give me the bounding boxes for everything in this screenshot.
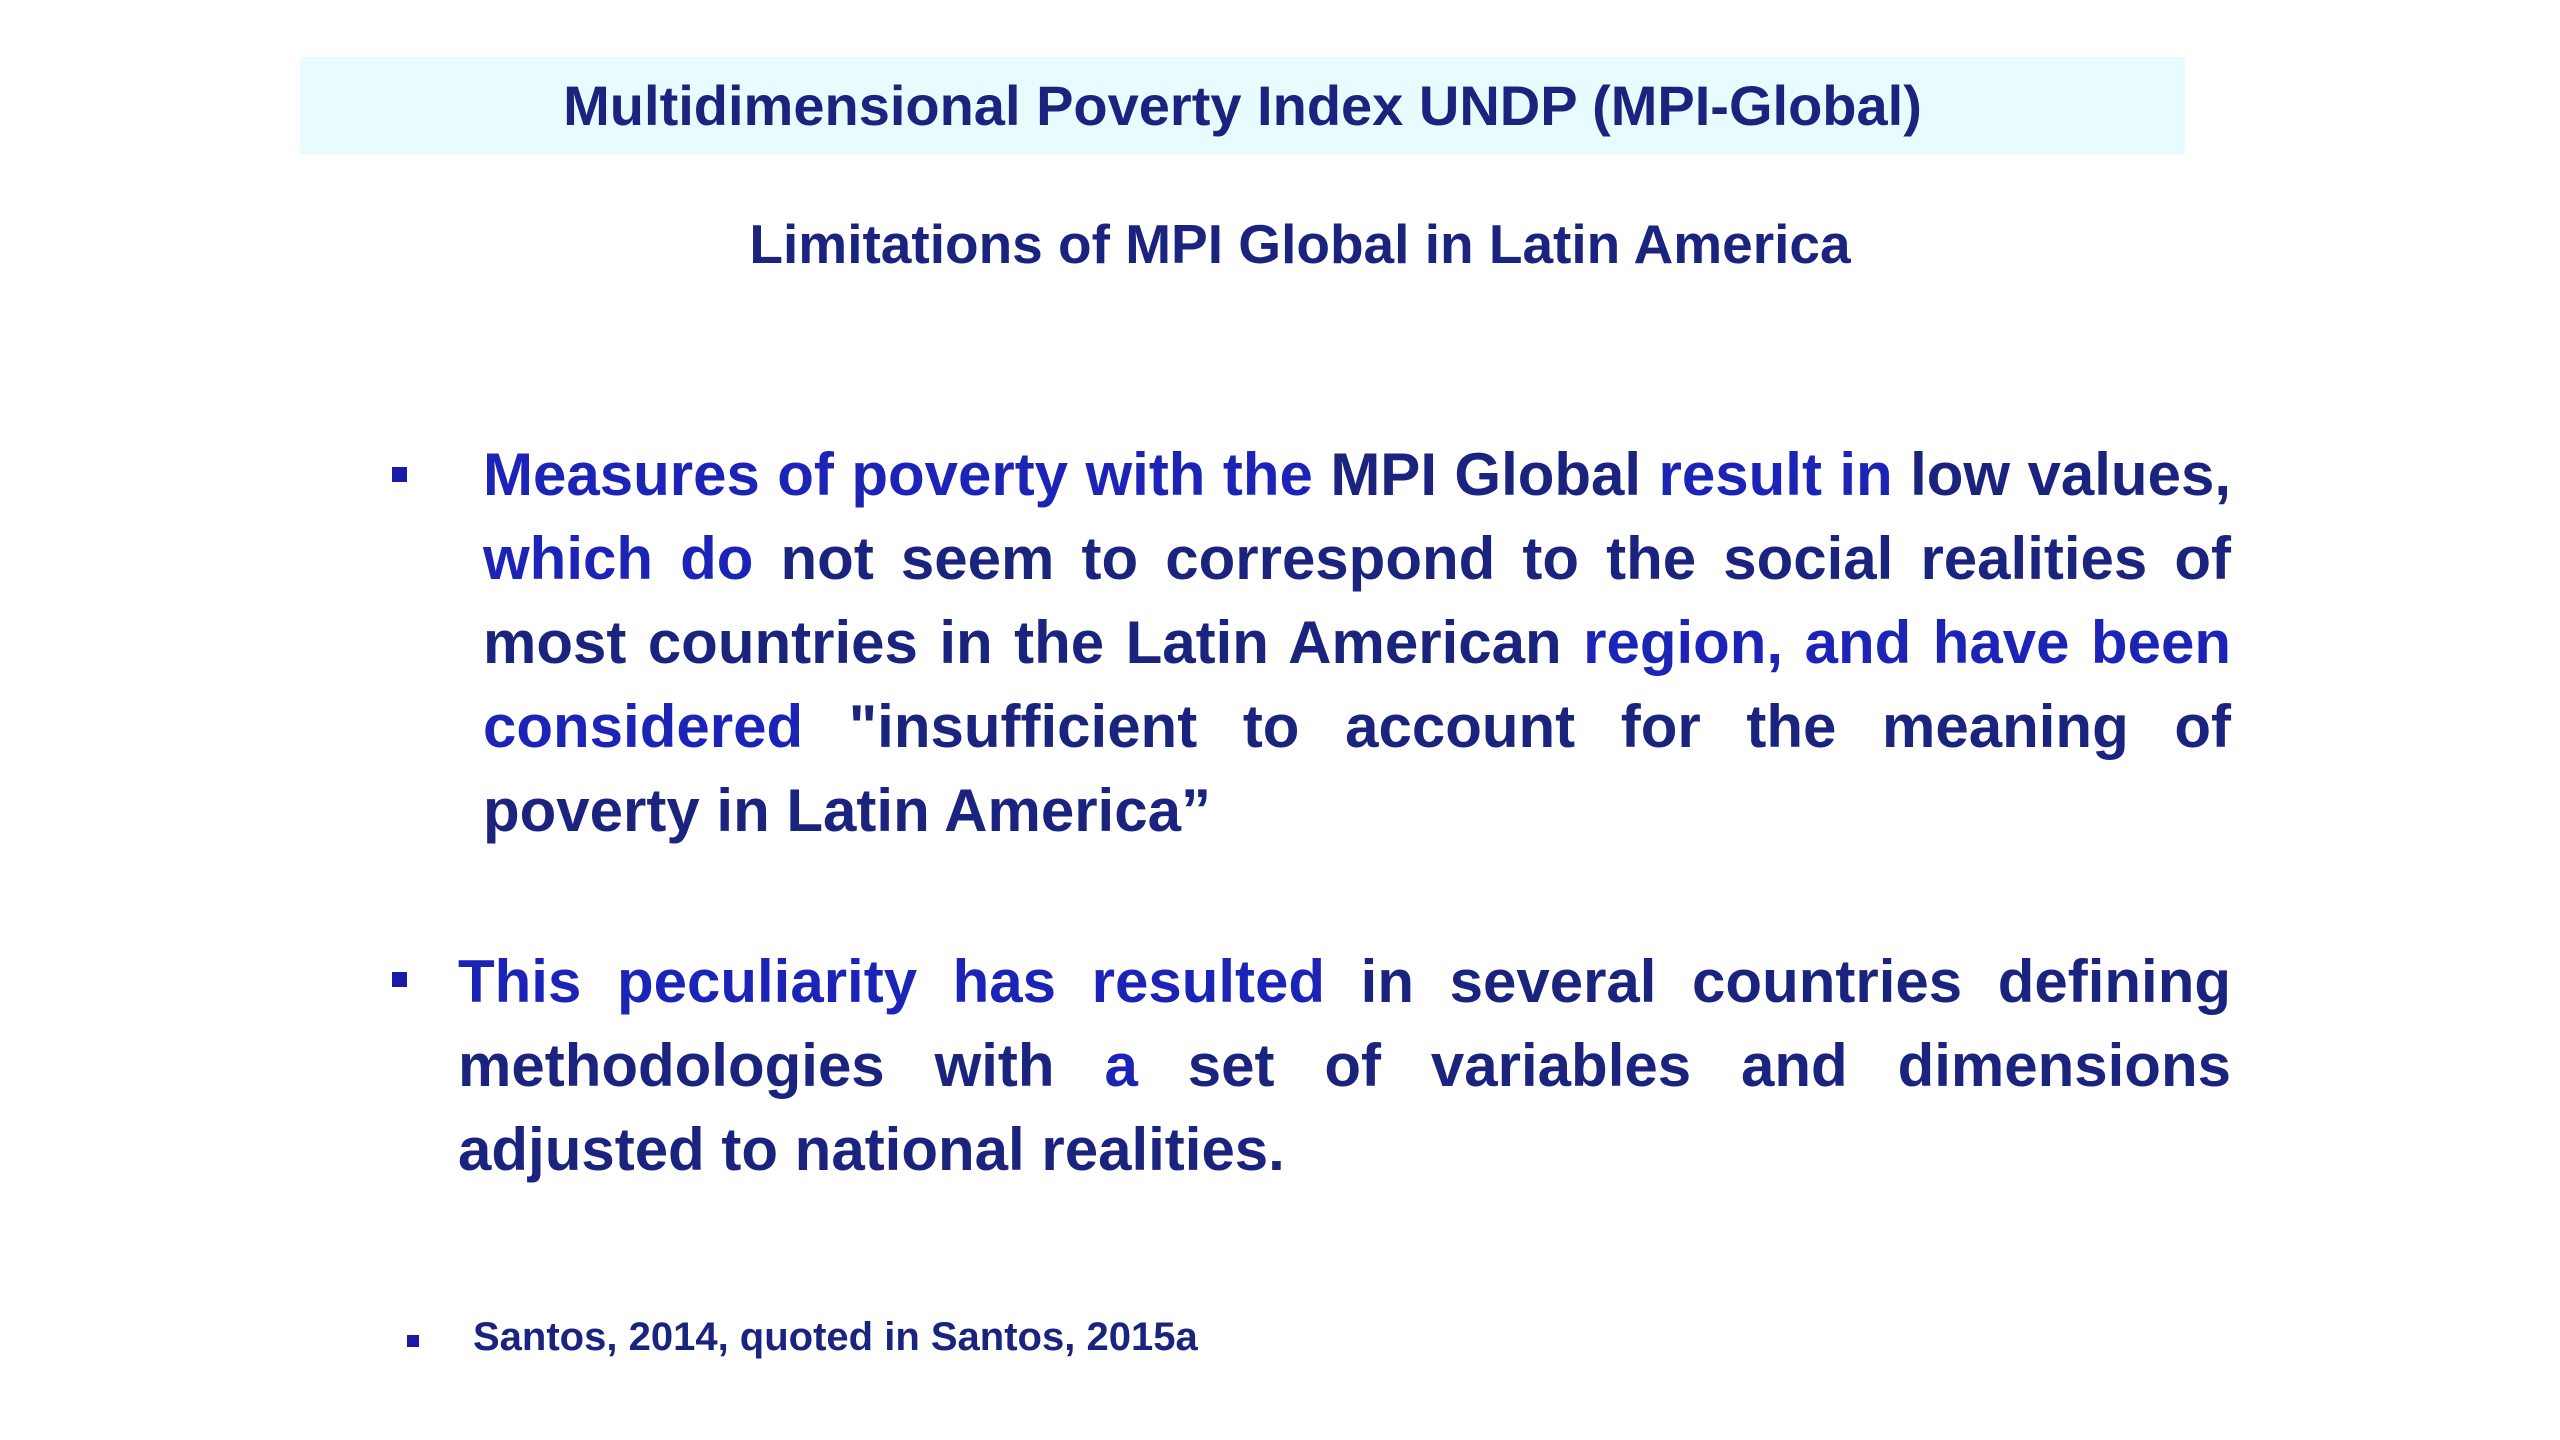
paragraph-1-run: low values, (1910, 441, 2231, 508)
paragraph-2-run: This peculiarity has resulted (458, 948, 1361, 1015)
paragraph-1-run: not seem to correspond to the social rea… (483, 525, 2231, 676)
paragraph-1-run: MPI Global (1330, 441, 1659, 508)
paragraph-2-run: in several countries defining methodolog… (458, 948, 2232, 1099)
bullet-marker-1 (392, 467, 407, 482)
paragraph-1-run: result in (1658, 441, 1911, 508)
source-citation: Santos, 2014, quoted in Santos, 2015a (473, 1315, 1198, 1359)
bullet-paragraph-1: Measures of poverty with the MPI Global … (483, 433, 2231, 853)
bullet-marker-2 (392, 972, 407, 987)
paragraph-1-run: "insufficient to account for the meaning… (483, 693, 2231, 844)
paragraph-2-run: a (1104, 1032, 1188, 1099)
slide-title: Multidimensional Poverty Index UNDP (MPI… (563, 74, 1922, 137)
paragraph-1-run: which do (483, 525, 781, 592)
paragraph-1-run: Measures of poverty with the (483, 441, 1331, 508)
slide-subtitle: Limitations of MPI Global in Latin Ameri… (749, 213, 1851, 275)
paragraph-1-run: region, and have been considered (483, 609, 2231, 760)
title-band (300, 57, 2185, 154)
bullet-paragraph-2: This peculiarity has resulted in several… (458, 940, 2231, 1192)
paragraph-2-run: set of variables and dimensions adjusted… (458, 1032, 2231, 1183)
source-bullet-marker (407, 1335, 419, 1347)
